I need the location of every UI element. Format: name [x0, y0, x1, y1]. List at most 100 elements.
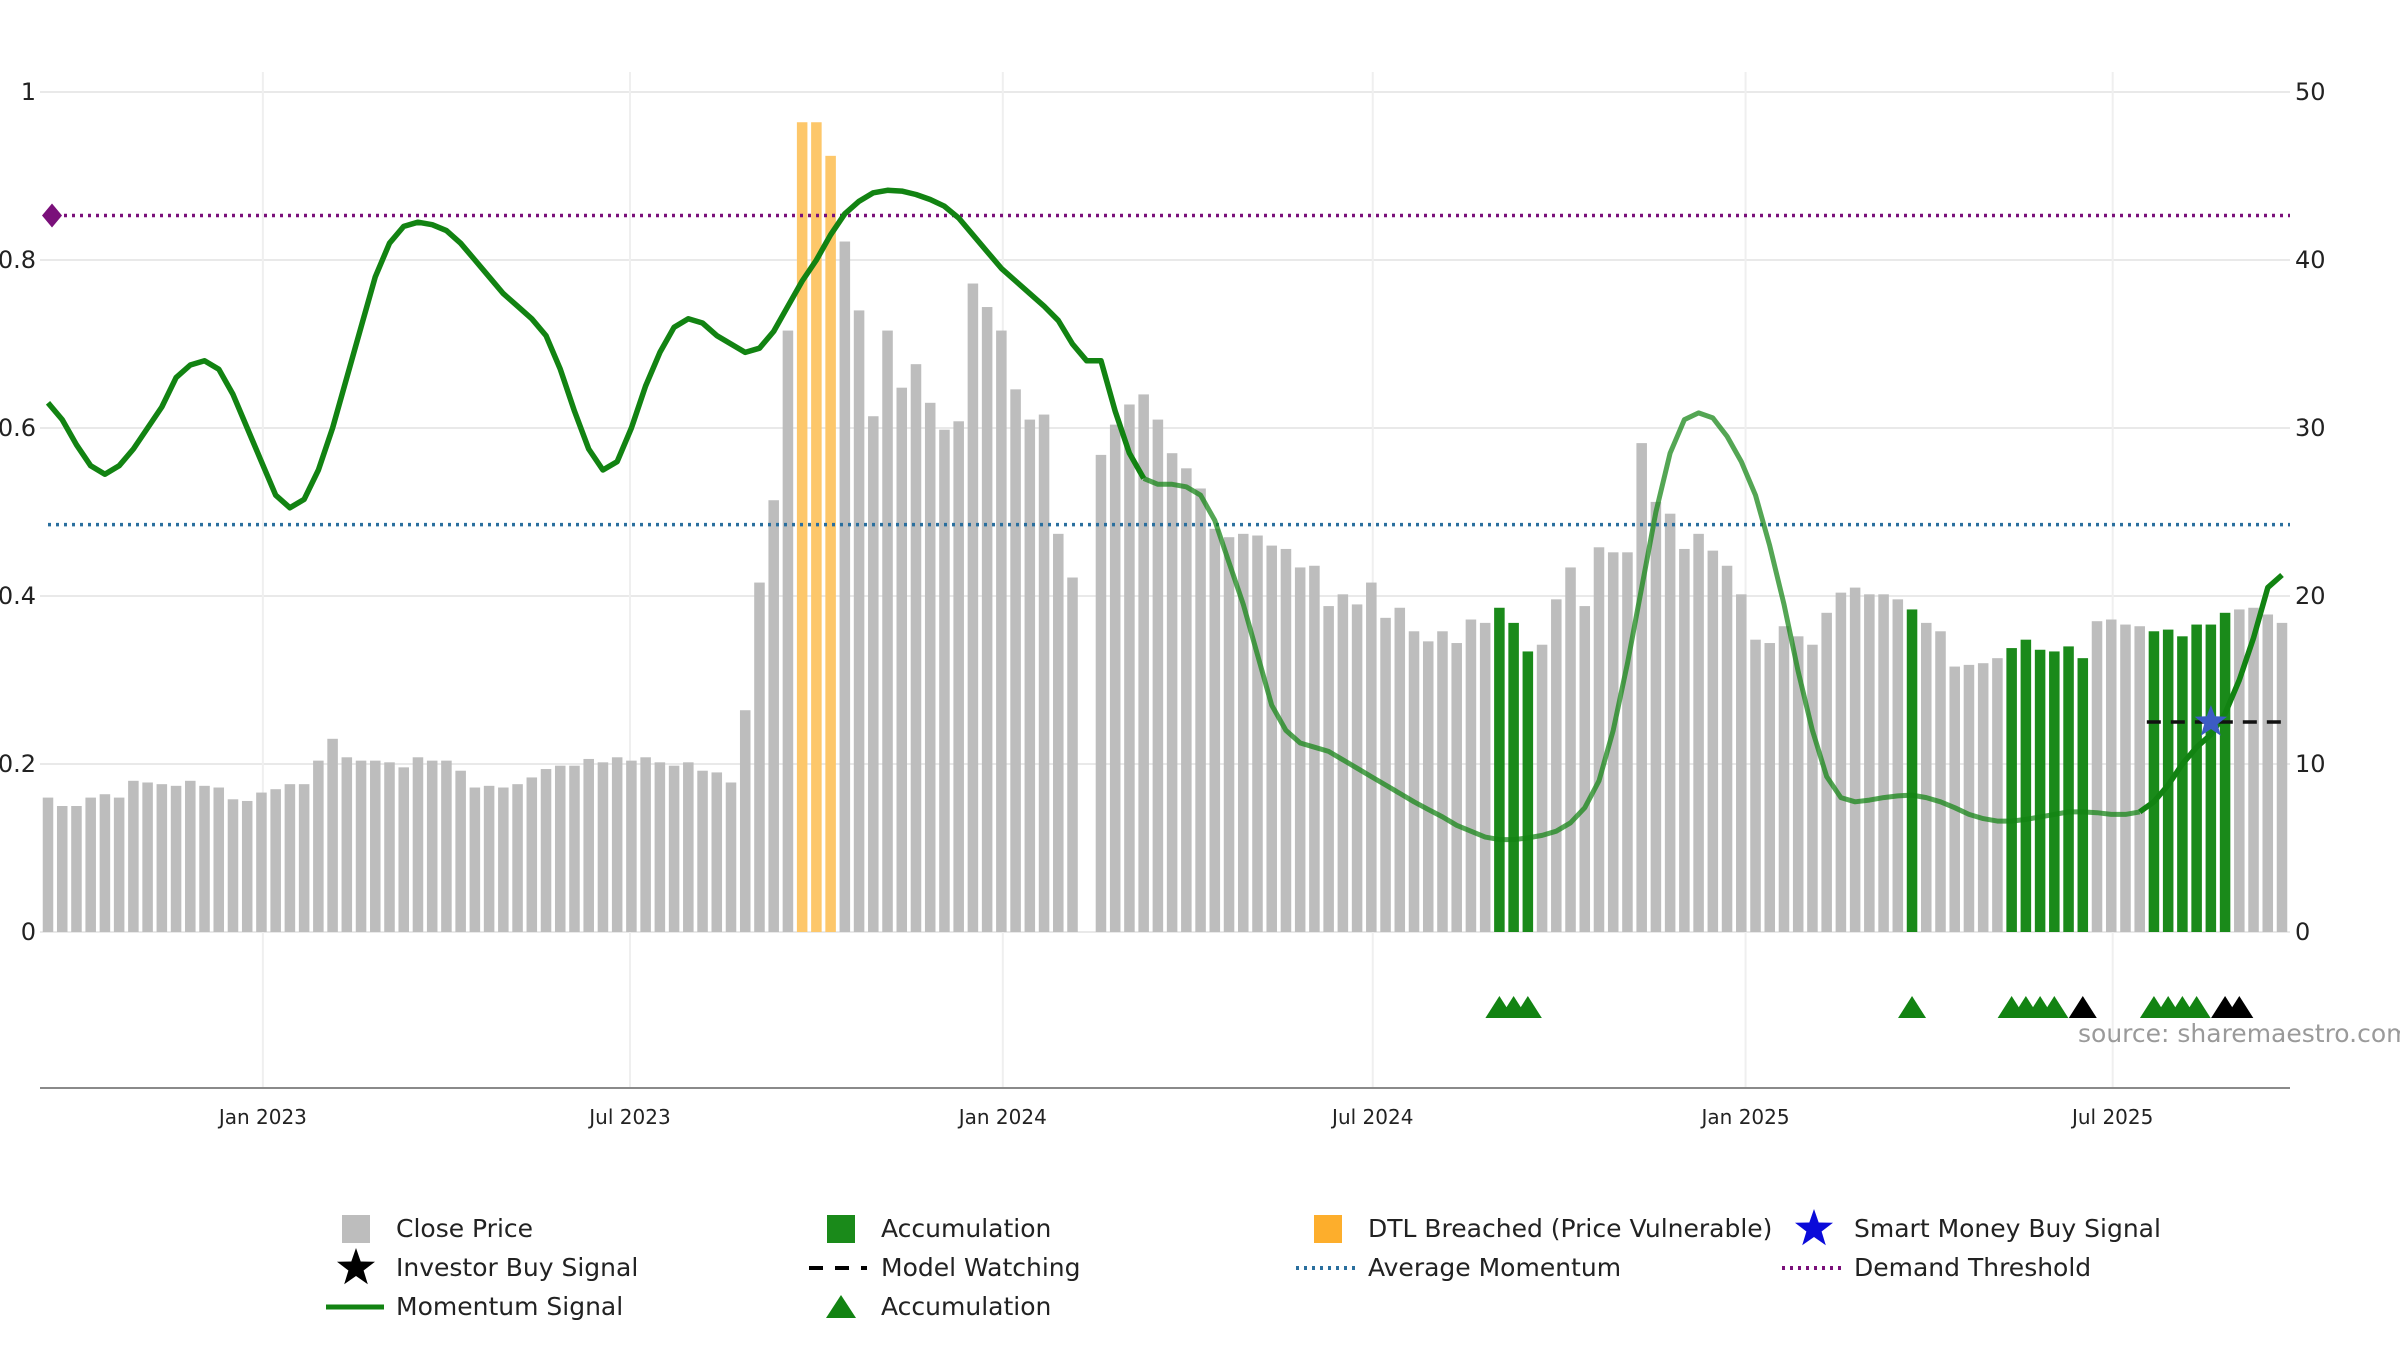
- close-price-bar: [1750, 639, 1761, 932]
- left-tick-label: 0.4: [0, 582, 36, 610]
- close-price-bar: [498, 787, 509, 932]
- close-price-bar: [1622, 552, 1633, 932]
- legend-square-icon: [342, 1215, 370, 1243]
- close-price-bar: [455, 770, 466, 932]
- close-price-bar: [1451, 643, 1462, 932]
- close-price-bar: [953, 421, 964, 932]
- close-price-bar: [2134, 626, 2145, 932]
- close-price-bar: [1024, 419, 1036, 933]
- close-price-bar: [754, 582, 765, 932]
- close-price-bar: [370, 760, 381, 932]
- close-price-bar: [469, 787, 481, 932]
- legend-star-icon: [337, 1248, 375, 1285]
- close-price-bar: [1878, 594, 1889, 932]
- close-price-bar: [1778, 626, 1790, 932]
- close-price-bar: [1977, 663, 1989, 932]
- close-price-bar: [398, 767, 409, 932]
- close-price-bar: [683, 762, 694, 932]
- close-price-bar: [1380, 617, 1391, 932]
- close-price-bar: [1266, 545, 1277, 932]
- right-tick-label: 50: [2295, 78, 2326, 106]
- close-price-bar: [1679, 548, 1690, 932]
- close-price-bar: [2105, 619, 2117, 932]
- close-price-bar: [1693, 533, 1704, 932]
- accumulation-bar: [2148, 631, 2160, 932]
- investor-buy-triangle: [2225, 996, 2254, 1018]
- close-price-bar: [583, 758, 594, 932]
- close-price-bar: [569, 765, 580, 932]
- close-price-bar: [1551, 599, 1562, 932]
- close-price-bar: [668, 765, 680, 932]
- left-tick-label: 1: [21, 78, 36, 106]
- close-price-bar: [99, 794, 111, 932]
- accumulation-triangle: [1513, 996, 1542, 1018]
- close-price-bar: [2091, 621, 2103, 932]
- close-price-bar: [1010, 389, 1021, 932]
- close-price-bar: [1209, 528, 1221, 932]
- close-price-bar: [170, 785, 182, 932]
- close-price-bar: [1565, 567, 1576, 932]
- legend-label: Model Watching: [881, 1253, 1081, 1282]
- close-price-bar: [1636, 443, 1647, 932]
- close-price-bar: [597, 762, 609, 932]
- close-price-bar: [939, 429, 950, 932]
- close-price-bar: [1067, 577, 1078, 932]
- left-tick-label: 0.2: [0, 750, 36, 778]
- accumulation-bar: [2063, 646, 2074, 932]
- x-tick-label: Jul 2025: [2070, 1105, 2153, 1129]
- close-price-bar: [1152, 419, 1164, 933]
- close-price-bar: [654, 762, 666, 932]
- dtl-breached-bar: [796, 122, 808, 933]
- legend-item: Accumulation: [827, 1214, 1051, 1243]
- x-tick-label: Jan 2023: [217, 1105, 307, 1129]
- close-price-bar: [313, 760, 324, 932]
- legend-item: Model Watching: [809, 1253, 1081, 1282]
- gridlines: [40, 72, 2290, 1088]
- close-price-bar: [1223, 537, 1235, 932]
- close-price-bar: [412, 757, 424, 932]
- close-price-bar: [1394, 607, 1406, 932]
- dtl-breached-bar: [811, 122, 822, 933]
- close-price-bar: [512, 784, 523, 932]
- close-price-bar: [298, 784, 310, 932]
- legend-label: Investor Buy Signal: [396, 1253, 638, 1282]
- close-price-bar: [910, 364, 922, 932]
- momentum-signal-line: [2138, 572, 2284, 815]
- close-price-bar: [156, 784, 168, 932]
- x-tick-label: Jul 2024: [1330, 1105, 1413, 1129]
- legend-triangle-icon: [826, 1295, 856, 1318]
- right-tick-label: 40: [2295, 246, 2326, 274]
- close-price-bar: [782, 330, 794, 932]
- close-price-bar: [1252, 535, 1263, 932]
- close-price-bar: [1337, 594, 1349, 932]
- legend-label: Demand Threshold: [1854, 1253, 2091, 1282]
- close-price-bar: [1437, 631, 1448, 932]
- smart-money-buy-star: [2194, 705, 2227, 736]
- accumulation-bar: [2177, 636, 2188, 932]
- close-price-bar: [128, 780, 139, 932]
- accumulation-triangle: [2040, 996, 2069, 1018]
- close-price-bar: [1124, 404, 1135, 933]
- legend-item: Close Price: [342, 1214, 533, 1243]
- close-price-bar: [2276, 622, 2288, 932]
- close-price-bar: [142, 782, 153, 932]
- source-label: source: sharemaestro.com: [2078, 1019, 2400, 1048]
- close-price-bar: [56, 806, 68, 932]
- accumulation-bar: [2077, 658, 2089, 932]
- accumulation-bar: [2020, 639, 2032, 932]
- close-price-bar: [2120, 624, 2131, 932]
- close-price-bar: [71, 806, 82, 932]
- left-tick-label: 0: [21, 918, 36, 946]
- close-price-bar: [1422, 641, 1434, 932]
- close-price-bar: [227, 799, 239, 932]
- momentum-signal-line: [45, 187, 1147, 511]
- close-price-bar: [739, 710, 751, 932]
- close-price-bar: [1935, 631, 1946, 932]
- close-price-bar: [1138, 394, 1149, 932]
- close-price-bar: [241, 800, 253, 932]
- close-price-bar: [868, 416, 879, 932]
- close-price-bar: [1892, 599, 1904, 932]
- legend-label: Momentum Signal: [396, 1292, 623, 1321]
